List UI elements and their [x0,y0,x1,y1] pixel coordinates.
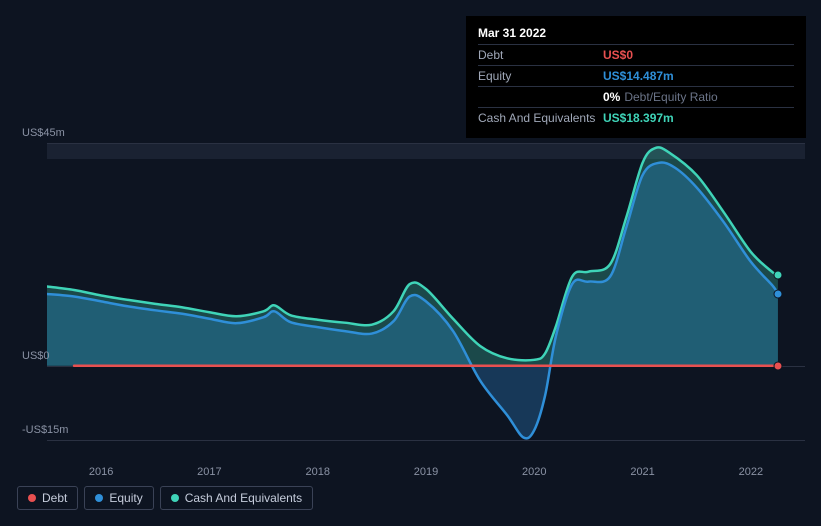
legend-label: Debt [42,491,67,505]
tooltip-label [478,90,603,104]
x-axis-label: 2016 [89,466,113,478]
financial-chart: Mar 31 2022 DebtUS$0EquityUS$14.487m0%De… [0,0,821,526]
equity-marker [773,289,782,298]
tooltip-row: Cash And EquivalentsUS$18.397m [478,107,794,128]
legend-item-cash[interactable]: Cash And Equivalents [160,486,313,510]
tooltip-label: Equity [478,69,603,83]
x-axis-label: 2019 [414,466,438,478]
debt-dot-icon [28,494,36,502]
x-axis-label: 2022 [739,466,763,478]
tooltip-label: Debt [478,48,603,62]
tooltip-date: Mar 31 2022 [478,26,794,40]
chart-tooltip: Mar 31 2022 DebtUS$0EquityUS$14.487m0%De… [466,16,806,138]
x-axis-label: 2017 [197,466,221,478]
tooltip-row: DebtUS$0 [478,44,794,65]
tooltip-row: EquityUS$14.487m [478,65,794,86]
tooltip-label: Cash And Equivalents [478,111,603,125]
debt-marker [773,361,782,370]
cash-dot-icon [171,494,179,502]
y-axis-label: US$45m [22,127,65,139]
legend-label: Equity [109,491,142,505]
y-axis-label: US$0 [22,350,50,362]
tooltip-value: US$14.487m [603,69,674,83]
x-axis-label: 2021 [630,466,654,478]
chart-series [47,143,805,440]
legend-label: Cash And Equivalents [185,491,302,505]
x-axis-label: 2020 [522,466,546,478]
tooltip-value: US$0 [603,48,633,62]
legend-item-equity[interactable]: Equity [84,486,153,510]
tooltip-ratio: 0%Debt/Equity Ratio [603,90,718,104]
x-axis-label: 2018 [305,466,329,478]
equity-dot-icon [95,494,103,502]
tooltip-value: US$18.397m [603,111,674,125]
tooltip-row: 0%Debt/Equity Ratio [478,86,794,107]
gridline [47,440,805,441]
y-axis-label: -US$15m [22,424,68,436]
cash-marker [773,270,782,279]
legend-item-debt[interactable]: Debt [17,486,78,510]
chart-legend: Debt Equity Cash And Equivalents [17,486,313,510]
plot-area [47,143,805,440]
